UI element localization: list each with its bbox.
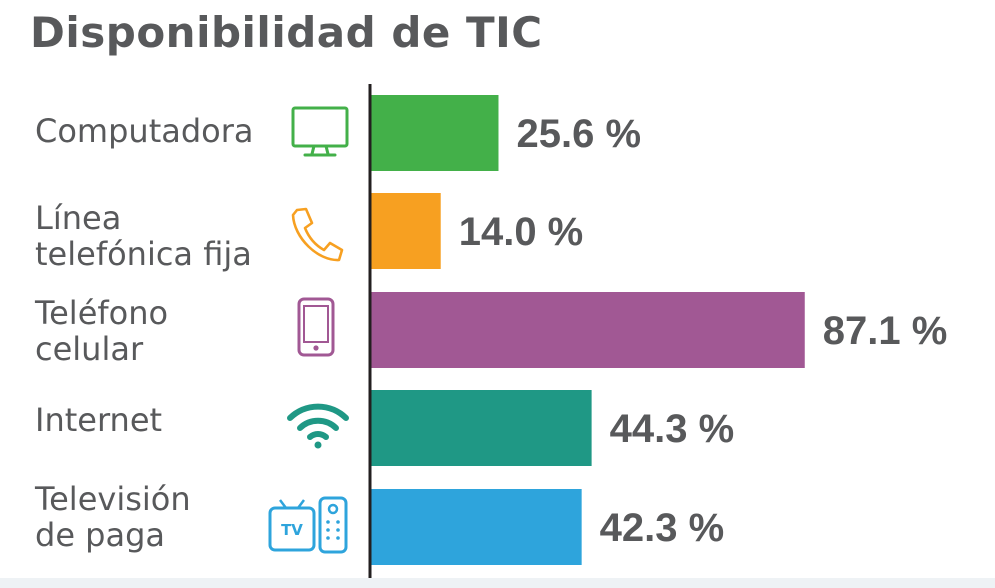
value-label-1: 25.6 %: [516, 112, 641, 156]
chart-title: Disponibilidad de TIC: [30, 8, 543, 57]
phone-handset-icon: [291, 207, 344, 262]
category-label-television-de-paga: Televisión de paga: [35, 480, 191, 554]
bar-2: [371, 193, 441, 269]
tv-icon-text: TV: [281, 521, 303, 539]
tv-remote-icon: TV: [268, 496, 348, 554]
value-labels-group: 25.6 % 14.0 % 87.1 % 44.3 % 42.3 %: [459, 112, 948, 550]
value-label-5: 42.3 %: [600, 506, 725, 550]
category-label-internet: Internet: [35, 401, 163, 439]
category-label-computadora: Computadora: [35, 112, 254, 150]
bar-5: [371, 489, 582, 565]
monitor-icon: [291, 106, 349, 157]
value-label-4: 44.3 %: [610, 407, 735, 451]
smartphone-icon: [297, 297, 335, 357]
category-label-telefono-celular: Teléfono celular: [35, 294, 169, 368]
bar-1: [371, 95, 499, 171]
footer-strip: [0, 578, 995, 588]
bar-3: [371, 292, 805, 368]
value-label-3: 87.1 %: [823, 309, 948, 353]
bars-group: [371, 95, 805, 565]
category-label-linea-telefonica-fija: Línea telefónica fija: [35, 199, 252, 273]
bar-4: [371, 390, 592, 466]
value-label-2: 14.0 %: [459, 210, 584, 254]
wifi-icon: [287, 403, 349, 449]
